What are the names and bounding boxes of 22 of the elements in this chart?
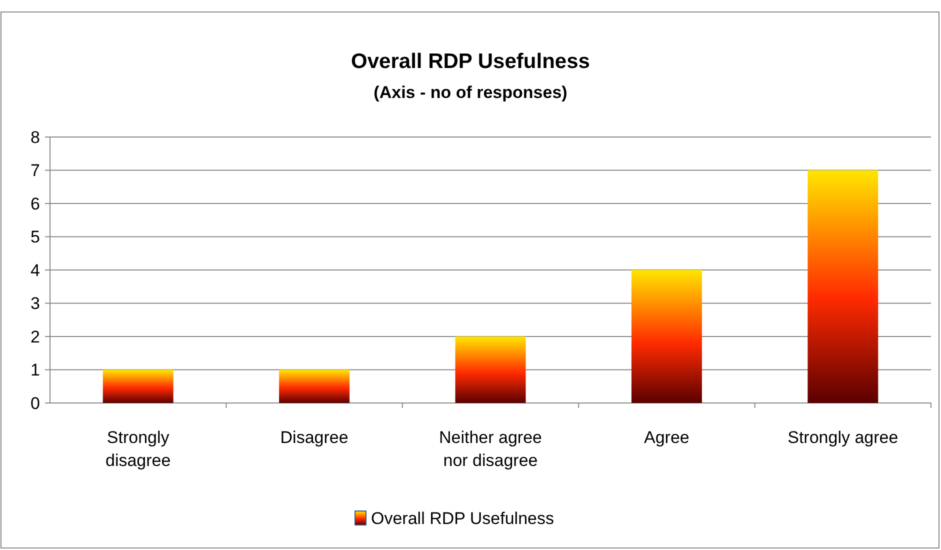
- bar: [455, 336, 526, 403]
- x-tick-label: Strongly disagree: [105, 428, 171, 470]
- x-tick-label: Agree: [644, 428, 690, 447]
- y-tick-label: 4: [30, 260, 40, 280]
- bar: [808, 170, 878, 403]
- bar: [102, 370, 174, 403]
- x-tick-label: Disagree: [280, 428, 348, 447]
- bar: [279, 370, 350, 403]
- y-tick-label: 6: [30, 194, 40, 214]
- y-tick-label: 0: [30, 394, 40, 413]
- legend-label: Overall RDP Usefulness: [371, 508, 554, 528]
- bar: [631, 270, 702, 403]
- chart-title: Overall RDP Usefulness: [351, 50, 590, 73]
- y-tick-label: 5: [30, 228, 40, 247]
- y-tick-label: 3: [30, 294, 40, 314]
- chart-subtitle: (Axis - no of responses): [374, 83, 568, 102]
- y-tick-label: 7: [30, 161, 40, 180]
- y-tick-label: 1: [30, 360, 40, 380]
- x-tick-label: Strongly agree: [788, 428, 898, 447]
- y-tick-label: 8: [30, 128, 40, 147]
- x-tick-label: Neither agree nor disagree: [438, 428, 542, 470]
- y-tick-label: 2: [30, 327, 40, 346]
